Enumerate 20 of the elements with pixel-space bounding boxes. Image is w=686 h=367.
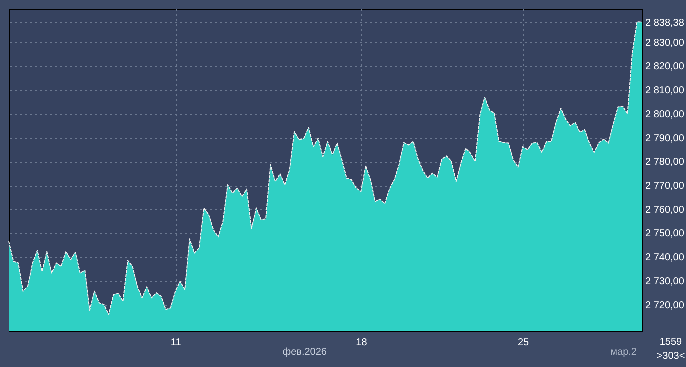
x-tick-label: 11 <box>170 338 182 348</box>
y-tick-label: 2 740,00 <box>646 252 685 264</box>
y-tick-label: 2 830,00 <box>646 38 685 49</box>
text: мар.2 <box>610 347 638 358</box>
y-tick-label: 2 820,00 <box>646 62 685 73</box>
y-tick-label: 2 770,00 <box>646 181 685 192</box>
y-tick-label: 2 750,00 <box>646 228 685 240</box>
x-tick-label: 25 <box>518 338 530 348</box>
y-tick-label: 2 760,00 <box>646 204 685 216</box>
y-tick-label: 2 790,00 <box>646 133 685 144</box>
x-tick-label: 18 <box>356 338 368 348</box>
y-tick-label: 2 838,38 <box>646 18 685 29</box>
text: фев.2026 <box>282 347 328 358</box>
text: >303< <box>656 351 686 362</box>
y-tick-label: 2 730,00 <box>646 276 685 288</box>
y-tick-label: 2 800,00 <box>646 109 685 120</box>
text: 1559 <box>660 337 683 348</box>
y-tick-label: 2 810,00 <box>646 86 685 97</box>
y-tick-label: 2 780,00 <box>646 157 685 168</box>
y-tick-label: 2 720,00 <box>646 300 685 312</box>
